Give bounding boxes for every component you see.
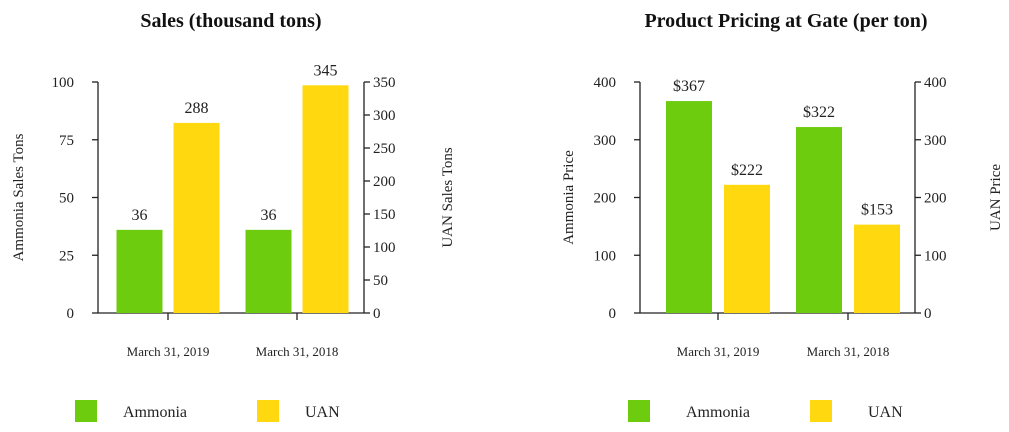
left-tick-label: 75 [59, 133, 74, 149]
data-label: $222 [731, 162, 763, 179]
chart-title: Sales (thousand tons) [140, 10, 321, 32]
left-tick-label: 25 [59, 248, 74, 264]
legend-swatch-uan [257, 400, 279, 422]
left-tick-label: 200 [594, 191, 617, 207]
chart-title: Product Pricing at Gate (per ton) [644, 10, 927, 32]
bar-uan-2 [854, 224, 900, 313]
chart-panel-2: Product Pricing at Gate (per ton) 0 100 200… [561, 10, 1004, 422]
data-label: $367 [673, 78, 705, 95]
left-axis-label: Ammonia Sales Tons [11, 133, 27, 261]
category-label: March 31, 2019 [127, 344, 210, 359]
right-tick-label: 200 [373, 174, 396, 190]
data-label: $153 [861, 202, 893, 219]
left-tick-label: 0 [67, 306, 75, 322]
category-label: March 31, 2018 [256, 344, 339, 359]
data-label: 36 [261, 207, 277, 224]
chart-panel-1: Sales (thousand tons) 0 25 50 75 100 0 50 100 150… [11, 10, 456, 422]
right-tick-label: 100 [373, 240, 396, 256]
legend-swatch-ammonia [628, 400, 650, 422]
right-tick-label: 400 [924, 75, 947, 91]
bar-ammonia-2 [245, 229, 292, 313]
left-tick-label: 100 [52, 75, 75, 91]
legend-label: UAN [868, 404, 903, 421]
legend-swatch-uan [810, 400, 832, 422]
right-tick-label: 300 [373, 108, 396, 124]
legend-label: Ammonia [123, 404, 187, 421]
bar-ammonia-2 [796, 127, 842, 313]
right-axis-label: UAN Price [988, 164, 1004, 231]
right-tick-label: 250 [373, 141, 396, 157]
left-axis-label: Ammonia Price [561, 150, 577, 245]
bar-uan-1 [173, 122, 220, 313]
right-tick-label: 300 [924, 133, 947, 149]
right-tick-label: 100 [924, 248, 947, 264]
data-label: $322 [803, 104, 835, 121]
data-label: 288 [185, 100, 209, 117]
right-tick-label: 200 [924, 191, 947, 207]
category-label: March 31, 2019 [677, 344, 760, 359]
legend-label: UAN [305, 404, 340, 421]
left-tick-label: 100 [594, 248, 617, 264]
left-tick-label: 50 [59, 191, 74, 207]
data-label: 36 [132, 207, 148, 224]
legend-swatch-ammonia [75, 400, 97, 422]
legend-label: Ammonia [686, 404, 750, 421]
bar-ammonia-1 [666, 101, 712, 314]
bar-uan-2 [302, 85, 349, 313]
right-tick-label: 150 [373, 207, 396, 223]
bar-uan-1 [724, 184, 770, 313]
left-tick-label: 0 [609, 306, 617, 322]
data-label: 345 [314, 62, 338, 79]
category-label: March 31, 2018 [807, 344, 890, 359]
right-tick-label: 50 [373, 273, 388, 289]
left-tick-label: 400 [594, 75, 617, 91]
right-tick-label: 350 [373, 75, 396, 91]
right-tick-label: 0 [924, 306, 932, 322]
right-tick-label: 0 [373, 306, 381, 322]
right-axis-label: UAN Sales Tons [440, 147, 456, 248]
bar-ammonia-1 [116, 229, 163, 313]
left-tick-label: 300 [594, 133, 617, 149]
